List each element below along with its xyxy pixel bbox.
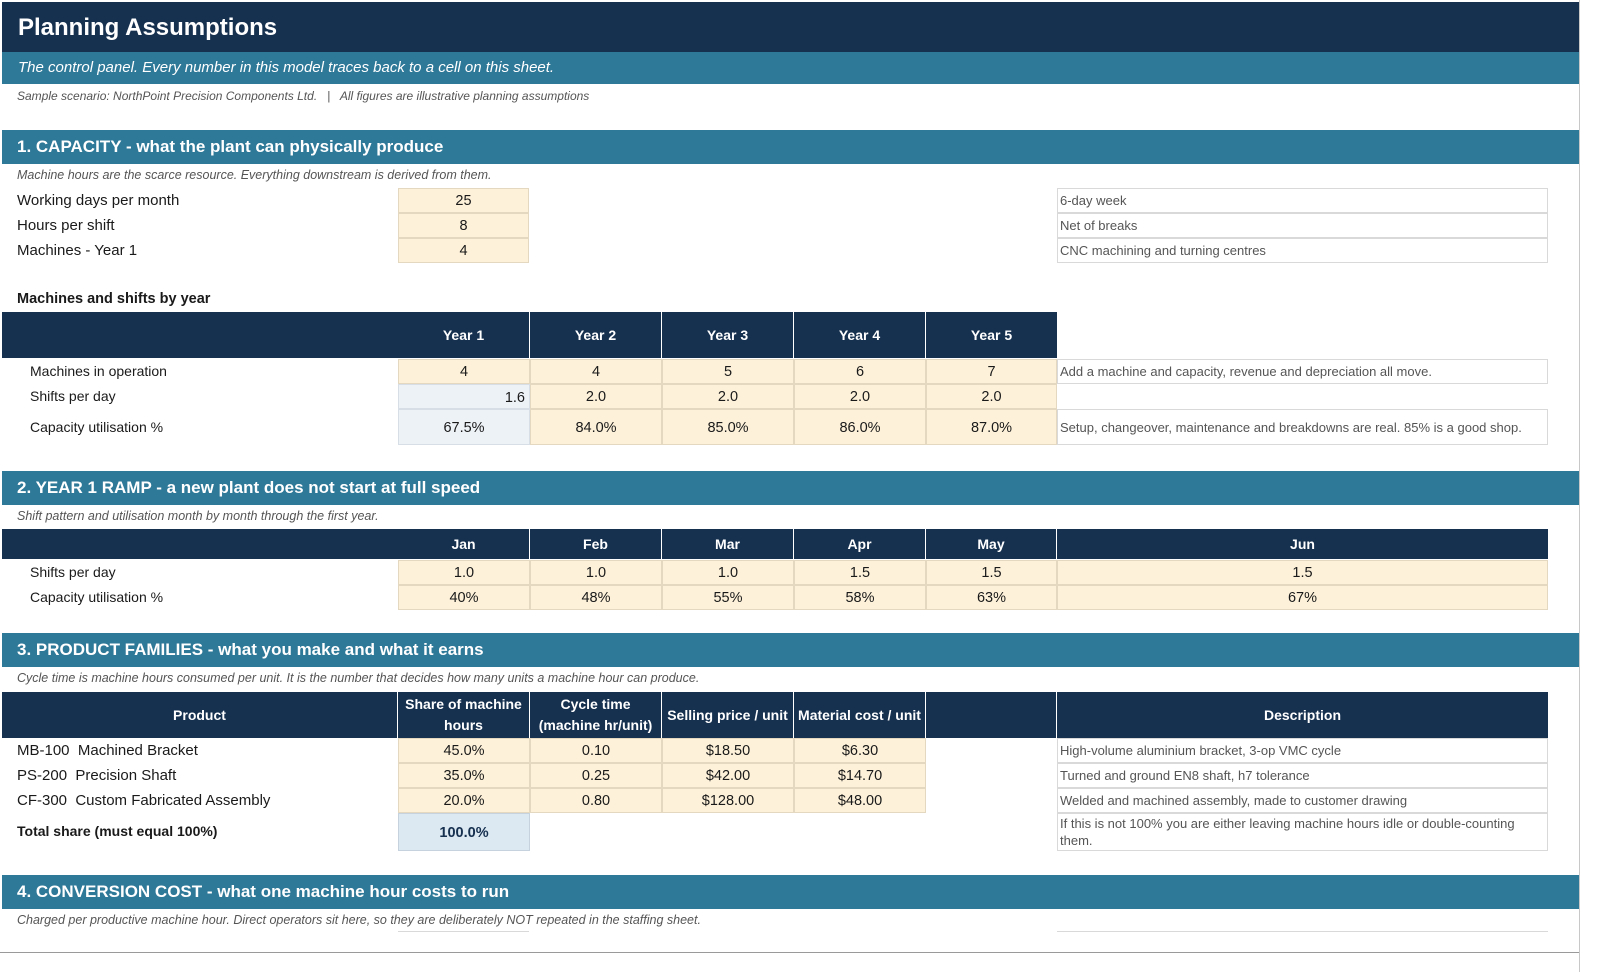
year-header-1: Year 1: [398, 312, 530, 358]
product-share-ps200[interactable]: 35.0%: [398, 763, 530, 788]
machines-year4[interactable]: 6: [794, 359, 926, 384]
note-hours-per-shift: Net of breaks: [1057, 213, 1548, 238]
year-header-4: Year 4: [794, 312, 926, 358]
util-year4[interactable]: 86.0%: [794, 409, 926, 445]
conversion-note-edge: [1057, 931, 1548, 932]
col-header-material: Material cost / unit: [794, 692, 926, 738]
product-name-mb100: MB-100 Machined Bracket: [17, 742, 198, 759]
shifts-year4[interactable]: 2.0: [794, 384, 926, 409]
note-utilisation: Setup, changeover, maintenance and break…: [1057, 409, 1548, 445]
input-machines-year1[interactable]: 4: [398, 238, 529, 263]
section-conversion-heading: 4. CONVERSION COST - what one machine ho…: [2, 875, 1579, 909]
page-title: Planning Assumptions: [2, 2, 1579, 52]
year-header-5: Year 5: [926, 312, 1057, 358]
window-edge: [1579, 0, 1600, 972]
product-name-ps200: PS-200 Precision Shaft: [17, 767, 177, 784]
year-header-2: Year 2: [530, 312, 662, 358]
row-label-utilisation: Capacity utilisation %: [30, 419, 164, 435]
product-share-mb100[interactable]: 45.0%: [398, 738, 530, 763]
month-header-mar: Mar: [662, 529, 794, 559]
note-working-days: 6-day week: [1057, 188, 1548, 213]
row-label-shifts: Shifts per day: [30, 388, 116, 404]
machines-year1[interactable]: 4: [398, 359, 530, 384]
section-products-heading: 3. PRODUCT FAMILIES - what you make and …: [2, 633, 1579, 667]
by-year-heading: Machines and shifts by year: [17, 291, 211, 307]
ramp-util-apr[interactable]: 58%: [794, 585, 926, 610]
scenario-line: Sample scenario: NorthPoint Precision Co…: [17, 89, 590, 103]
shifts-year5[interactable]: 2.0: [926, 384, 1057, 409]
sheet-bottom-border: [0, 952, 1579, 953]
section-capacity-heading: 1. CAPACITY - what the plant can physica…: [2, 130, 1579, 164]
product-material-mb100[interactable]: $6.30: [794, 738, 926, 763]
col-header-cycle-time: Cycle time (machine hr/unit): [530, 692, 662, 738]
ramp-label-utilisation: Capacity utilisation %: [30, 589, 164, 605]
ramp-shifts-feb[interactable]: 1.0: [530, 560, 662, 585]
total-share-note: If this is not 100% you are either leavi…: [1057, 813, 1548, 851]
col-header-price: Selling price / unit: [662, 692, 794, 738]
col-header-blank: [926, 692, 1057, 738]
ramp-shifts-jan[interactable]: 1.0: [398, 560, 530, 585]
input-working-days[interactable]: 25: [398, 188, 529, 213]
ramp-shifts-jun[interactable]: 1.5: [1057, 560, 1548, 585]
product-price-mb100[interactable]: $18.50: [662, 738, 794, 763]
section-capacity-note: Machine hours are the scarce resource. E…: [17, 168, 492, 182]
ramp-shifts-mar[interactable]: 1.0: [662, 560, 794, 585]
ramp-util-feb[interactable]: 48%: [530, 585, 662, 610]
product-material-ps200[interactable]: $14.70: [794, 763, 926, 788]
product-price-ps200[interactable]: $42.00: [662, 763, 794, 788]
ramp-util-may[interactable]: 63%: [926, 585, 1057, 610]
month-header-jun: Jun: [1057, 529, 1548, 559]
product-cycle-cf300[interactable]: 0.80: [530, 788, 662, 813]
col-header-description: Description: [1057, 692, 1548, 738]
machines-year5[interactable]: 7: [926, 359, 1057, 384]
product-material-cf300[interactable]: $48.00: [794, 788, 926, 813]
product-desc-cf300: Welded and machined assembly, made to cu…: [1057, 788, 1548, 813]
product-share-cf300[interactable]: 20.0%: [398, 788, 530, 813]
section-ramp-note: Shift pattern and utilisation month by m…: [17, 509, 379, 523]
product-cycle-ps200[interactable]: 0.25: [530, 763, 662, 788]
product-price-cf300[interactable]: $128.00: [662, 788, 794, 813]
input-hours-per-shift[interactable]: 8: [398, 213, 529, 238]
util-year5[interactable]: 87.0%: [926, 409, 1057, 445]
util-year2[interactable]: 84.0%: [530, 409, 662, 445]
ramp-label-shifts: Shifts per day: [30, 564, 116, 580]
month-header-may: May: [926, 529, 1057, 559]
col-header-product: Product: [2, 692, 398, 738]
shifts-year2[interactable]: 2.0: [530, 384, 662, 409]
month-header-jan: Jan: [398, 529, 530, 559]
ramp-util-mar[interactable]: 55%: [662, 585, 794, 610]
product-desc-ps200: Turned and ground EN8 shaft, h7 toleranc…: [1057, 763, 1548, 788]
shifts-year3[interactable]: 2.0: [662, 384, 794, 409]
util-year3[interactable]: 85.0%: [662, 409, 794, 445]
section-ramp-heading: 2. YEAR 1 RAMP - a new plant does not st…: [2, 471, 1579, 505]
input-label-machines-year1: Machines - Year 1: [17, 242, 138, 259]
year-header-3: Year 3: [662, 312, 794, 358]
machines-year2[interactable]: 4: [530, 359, 662, 384]
ramp-util-jun[interactable]: 67%: [1057, 585, 1548, 610]
note-machines: Add a machine and capacity, revenue and …: [1057, 359, 1548, 384]
total-share-label: Total share (must equal 100%): [17, 823, 218, 839]
input-label-hours-per-shift: Hours per shift: [17, 217, 115, 234]
ramp-shifts-may[interactable]: 1.5: [926, 560, 1057, 585]
ramp-util-jan[interactable]: 40%: [398, 585, 530, 610]
col-header-share: Share of machine hours: [398, 692, 530, 738]
input-label-working-days: Working days per month: [17, 192, 180, 209]
shifts-year1: 1.6: [398, 384, 530, 409]
util-year1: 67.5%: [398, 409, 530, 445]
month-header-apr: Apr: [794, 529, 926, 559]
section-conversion-note: Charged per productive machine hour. Dir…: [17, 913, 701, 927]
total-share-value: 100.0%: [398, 813, 530, 851]
section-products-note: Cycle time is machine hours consumed per…: [17, 671, 700, 685]
product-desc-mb100: High-volume aluminium bracket, 3-op VMC …: [1057, 738, 1548, 763]
conversion-input-edge: [398, 931, 529, 932]
month-header-feb: Feb: [530, 529, 662, 559]
product-name-cf300: CF-300 Custom Fabricated Assembly: [17, 792, 271, 809]
note-machines-year1: CNC machining and turning centres: [1057, 238, 1548, 263]
machines-year3[interactable]: 5: [662, 359, 794, 384]
ramp-shifts-apr[interactable]: 1.5: [794, 560, 926, 585]
row-label-machines: Machines in operation: [30, 363, 167, 379]
page-subtitle: The control panel. Every number in this …: [2, 52, 1579, 84]
product-cycle-mb100[interactable]: 0.10: [530, 738, 662, 763]
